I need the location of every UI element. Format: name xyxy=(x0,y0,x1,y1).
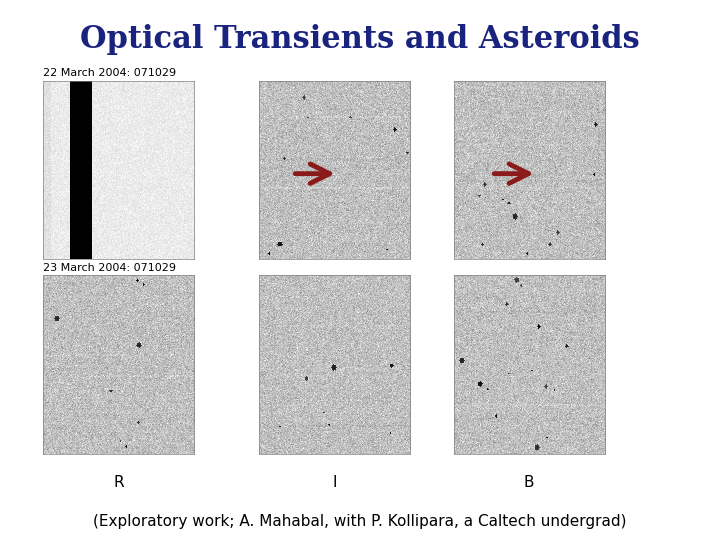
Text: (Exploratory work; A. Mahabal, with P. Kollipara, a Caltech undergrad): (Exploratory work; A. Mahabal, with P. K… xyxy=(94,514,626,529)
Text: B: B xyxy=(524,475,534,490)
Text: R: R xyxy=(114,475,124,490)
Text: I: I xyxy=(333,475,337,490)
Text: Optical Transients and Asteroids: Optical Transients and Asteroids xyxy=(80,24,640,55)
Text: 23 March 2004: 071029: 23 March 2004: 071029 xyxy=(43,262,176,273)
Text: 22 March 2004: 071029: 22 March 2004: 071029 xyxy=(43,68,176,78)
